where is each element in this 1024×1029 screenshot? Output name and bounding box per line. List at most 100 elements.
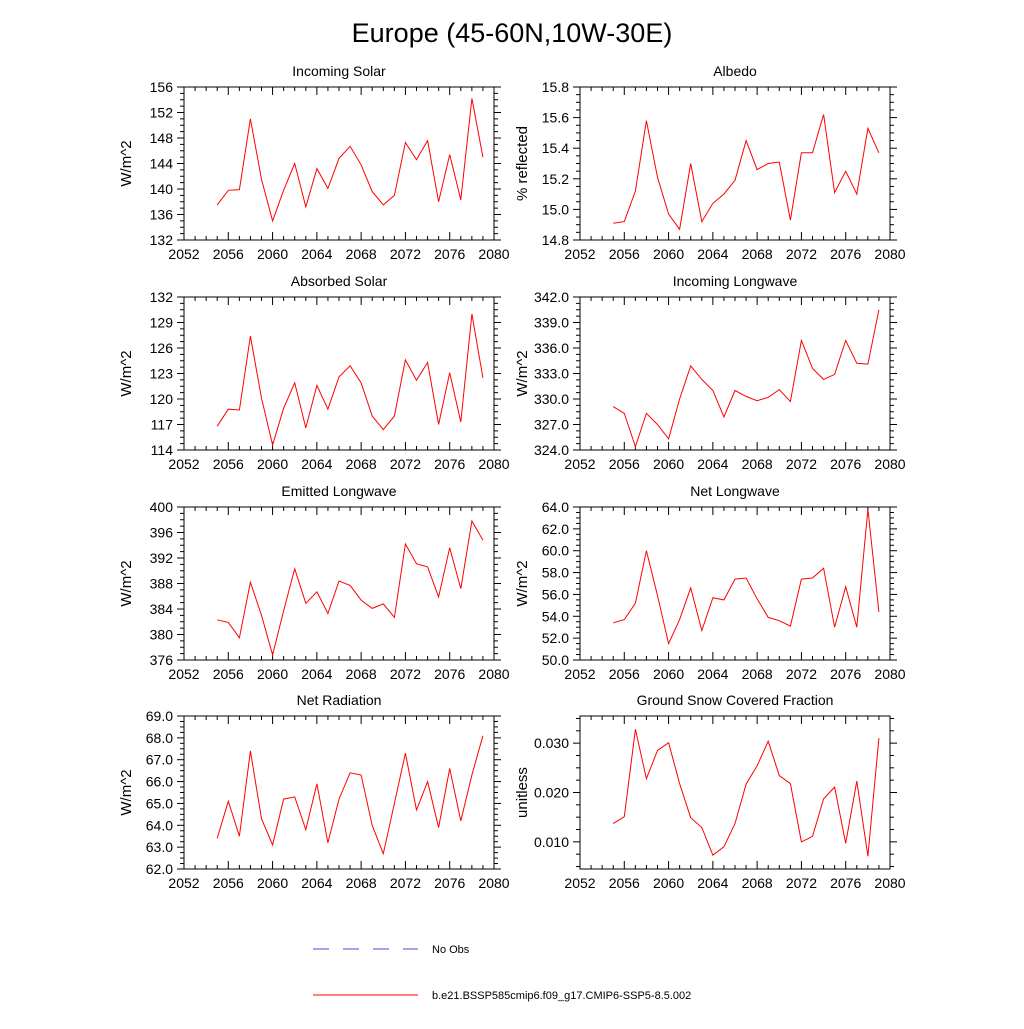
plot-frame [183, 506, 495, 661]
y-tick-label: 50.0 [542, 652, 569, 668]
y-axis-label: W/m^2 [118, 140, 135, 186]
x-tick-label: 2064 [697, 456, 728, 472]
y-axis-label: W/m^2 [514, 350, 531, 396]
y-axis-label: unitless [514, 767, 531, 818]
y-tick-label: 396 [150, 525, 174, 541]
y-tick-label: 63.0 [146, 839, 173, 855]
y-tick-label: 120 [150, 391, 174, 407]
y-tick-label: 148 [150, 130, 174, 146]
y-tick-label: 114 [151, 442, 174, 458]
x-tick-label: 2056 [213, 456, 244, 472]
x-tick-label: 2052 [168, 666, 199, 682]
y-tick-label: 132 [150, 232, 174, 248]
y-tick-label: 15.8 [542, 79, 569, 95]
x-tick-label: 2076 [830, 666, 861, 682]
plot-frame [579, 296, 891, 451]
x-tick-label: 2056 [213, 875, 244, 891]
chart-title: Albedo [713, 63, 757, 79]
x-tick-label: 2060 [653, 666, 684, 682]
chart-title: Net Longwave [690, 483, 780, 499]
chart-panel: Incoming Solar 2052 2056 2060 2064 2068 2072 20… [118, 63, 510, 262]
x-tick-label: 2060 [653, 456, 684, 472]
plot-frame [183, 296, 495, 451]
series-line [612, 309, 880, 449]
x-tick-label: 2068 [742, 246, 773, 262]
y-tick-label: 69.0 [146, 708, 173, 724]
x-tick-label: 2056 [609, 246, 640, 262]
y-tick-label: 56.0 [542, 586, 569, 602]
y-tick-label: 156 [150, 79, 174, 95]
x-tick-label: 2072 [786, 456, 817, 472]
x-tick-label: 2064 [697, 246, 728, 262]
y-tick-label: 15.4 [542, 140, 569, 156]
y-tick-label: 0.030 [534, 735, 569, 751]
x-tick-label: 2064 [301, 246, 332, 262]
y-tick-label: 126 [150, 340, 174, 356]
series-line [216, 313, 484, 447]
y-tick-label: 384 [150, 601, 174, 617]
y-tick-label: 136 [150, 207, 174, 223]
legend-obs-label: No Obs [432, 944, 470, 956]
y-tick-label: 64.0 [146, 817, 173, 833]
plot-frame [579, 506, 891, 661]
y-tick-label: 62.0 [146, 861, 173, 877]
y-tick-label: 117 [151, 417, 174, 433]
chart-title: Incoming Solar [292, 63, 386, 79]
chart-title: Net Radiation [297, 692, 382, 708]
y-tick-label: 339.0 [534, 315, 569, 331]
x-tick-label: 2072 [390, 666, 421, 682]
y-tick-label: 52.0 [542, 630, 569, 646]
y-tick-label: 0.010 [534, 834, 569, 850]
x-tick-label: 2068 [346, 456, 377, 472]
y-tick-label: 60.0 [542, 543, 569, 559]
chart-panel: Albedo 2052 2056 2060 2064 2068 2072 2076 2080 14… [514, 63, 906, 262]
x-tick-label: 2052 [168, 875, 199, 891]
y-tick-label: 65.0 [146, 795, 173, 811]
chart-title: Emitted Longwave [281, 483, 396, 499]
y-tick-label: 58.0 [542, 565, 569, 581]
y-tick-label: 342.0 [534, 289, 569, 305]
x-tick-label: 2068 [742, 666, 773, 682]
y-tick-label: 66.0 [146, 774, 173, 790]
plot-frame [183, 715, 495, 870]
series-line [217, 519, 484, 657]
y-tick-label: 132 [150, 289, 174, 305]
series-line [216, 98, 484, 223]
x-tick-label: 2080 [874, 666, 905, 682]
chart-panel: Ground Snow Covered Fraction 2052 2056 2060… [514, 692, 906, 891]
y-axis-label: % reflected [514, 126, 531, 201]
series-line [612, 729, 880, 857]
x-tick-label: 2060 [653, 246, 684, 262]
x-tick-label: 2056 [609, 456, 640, 472]
chart-panel: Incoming Longwave 2052 2056 2060 2064 2068 207… [514, 273, 906, 472]
x-tick-label: 2072 [390, 246, 421, 262]
y-axis-label: W/m^2 [118, 350, 135, 396]
plot-frame [579, 715, 891, 870]
series-line [613, 114, 880, 231]
chart-panel: Absorbed Solar 2052 2056 2060 2064 2068 2072 20… [118, 273, 510, 472]
y-tick-label: 123 [150, 366, 174, 382]
x-tick-label: 2060 [257, 456, 288, 472]
x-tick-label: 2068 [346, 875, 377, 891]
y-tick-label: 140 [150, 181, 174, 197]
y-axis-label: W/m^2 [118, 560, 135, 606]
x-tick-label: 2052 [564, 456, 595, 472]
x-tick-label: 2076 [434, 666, 465, 682]
chart-panel: Net Radiation 2052 2056 2060 2064 2068 2072 207… [118, 692, 510, 891]
y-axis-label: W/m^2 [118, 769, 135, 815]
x-tick-label: 2080 [478, 875, 509, 891]
x-tick-label: 2080 [478, 456, 509, 472]
y-tick-label: 333.0 [534, 366, 569, 382]
x-tick-label: 2060 [257, 875, 288, 891]
x-tick-label: 2072 [390, 456, 421, 472]
x-tick-label: 2064 [697, 666, 728, 682]
y-tick-label: 336.0 [534, 340, 569, 356]
figure-title: Europe (45-60N,10W-30E) [352, 18, 673, 48]
x-tick-label: 2052 [564, 666, 595, 682]
x-tick-label: 2080 [478, 666, 509, 682]
y-tick-label: 330.0 [534, 391, 569, 407]
chart-title: Incoming Longwave [673, 273, 798, 289]
x-tick-label: 2076 [434, 456, 465, 472]
x-tick-label: 2052 [564, 246, 595, 262]
